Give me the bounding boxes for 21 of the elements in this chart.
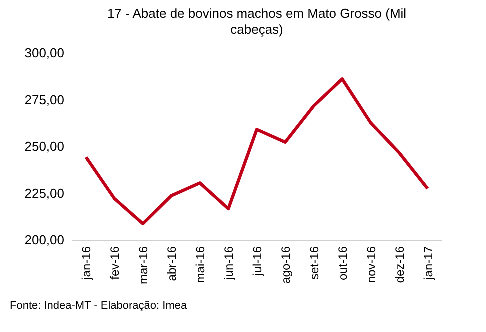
- y-tick-label: 200,00: [24, 232, 64, 248]
- x-tick-label: nov-16: [364, 246, 378, 284]
- x-tick-label: ago-16: [278, 246, 293, 284]
- source-note: Fonte: Indea-MT - Elaboração: Imea: [10, 300, 188, 312]
- chart-title: 17 - Abate de bovinos machos em Mato Grosso (Mil cabeças): [107, 6, 407, 37]
- y-tick-label: 225,00: [24, 186, 64, 201]
- x-tick-label: jul-16: [250, 246, 264, 277]
- x-tick-label: abr-16: [165, 246, 180, 282]
- x-tick-label: jan-17: [421, 246, 436, 281]
- x-tick-label: set-16: [307, 246, 322, 280]
- x-tick-label: mai-16: [194, 246, 208, 284]
- y-tick-label: 250,00: [24, 139, 64, 154]
- x-tick-label: out-16: [336, 246, 350, 281]
- x-tick-label: fev-16: [108, 246, 122, 280]
- x-tick-label: dez-16: [392, 246, 407, 284]
- x-tick-label: jun-16: [222, 246, 236, 281]
- y-tick-label: 300,00: [24, 46, 64, 60]
- line-series: [84, 78, 430, 226]
- y-tick-label: 275,00: [24, 92, 64, 108]
- x-tick-label: jan-16: [80, 246, 94, 281]
- x-tick-label: mar-16: [136, 246, 151, 285]
